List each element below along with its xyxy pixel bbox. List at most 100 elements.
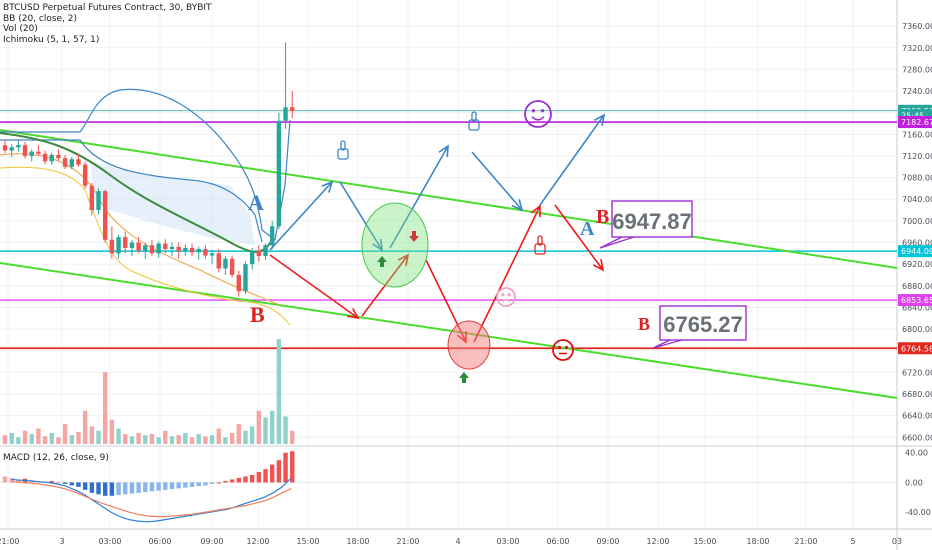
candle-body — [216, 253, 221, 269]
price-tick-label: 7240.00 — [902, 87, 932, 96]
ichimoku-baseline — [0, 132, 273, 253]
volume-bar — [270, 410, 275, 444]
candle-body — [143, 245, 148, 251]
happy-face-icon-eye-left — [531, 109, 536, 113]
macd-hist-bar — [76, 482, 81, 487]
volume-bar — [103, 372, 108, 444]
legend-symbol[interactable]: BTCUSD Perpetual Futures Contract, 30, B… — [3, 3, 212, 13]
candle-body — [62, 158, 68, 167]
red-arrow-4-head — [530, 204, 541, 218]
legend-ichimoku[interactable]: Ichimoku (5, 1, 57, 1) — [3, 34, 100, 45]
candle-body — [22, 145, 28, 156]
macd-signal-line — [11, 481, 292, 518]
time-tick-label: 09:00 — [596, 537, 619, 546]
candle-body — [183, 247, 188, 252]
candle-body — [223, 258, 228, 269]
candle-body — [196, 249, 201, 253]
price-badge-label: 6944.09 — [901, 247, 932, 256]
price-tick-label: 7280.00 — [902, 65, 932, 74]
volume-bar — [123, 434, 128, 444]
blue-arrow-5-head — [593, 113, 606, 126]
sad-face-icon-mouth — [501, 298, 511, 303]
macd-hist-bar — [116, 482, 121, 496]
callout-lower-tail — [652, 339, 683, 349]
macd-hist-bar — [290, 451, 295, 483]
pointing-hand-icon-2 — [468, 111, 480, 131]
candle-body — [203, 249, 208, 256]
sad-face-icon-eye-left — [501, 293, 505, 297]
bollinger-lower — [0, 139, 263, 243]
red-arrow-1-head — [347, 307, 360, 320]
candle-body — [36, 151, 41, 154]
callout-upper-text: 6947.87 — [612, 209, 692, 234]
volume-bar — [129, 436, 135, 444]
macd-hist-bar — [189, 482, 195, 487]
pointing-hand-icon-red — [534, 235, 546, 255]
macd-hist-bar — [229, 479, 235, 483]
macd-hist-bar — [9, 477, 14, 483]
label-a-blue-2: A — [580, 218, 595, 240]
red-arrow-6 — [554, 204, 604, 271]
macd-hist-bar — [136, 482, 141, 493]
volume-bar — [263, 417, 268, 444]
blue-arrow-4-head — [511, 199, 524, 212]
volume-bar — [36, 428, 41, 444]
pointing-hand-icon-finger — [340, 140, 346, 151]
macd-line — [11, 477, 292, 523]
macd-hist-bar — [196, 482, 201, 487]
price-badge-label: 7182.67 — [901, 118, 932, 127]
volume-bar — [236, 424, 241, 444]
macd-legend[interactable]: MACD (12, 26, close, 9) — [3, 453, 109, 463]
neutral-face-icon-eye-left — [557, 345, 562, 350]
macd-hist-bar — [82, 482, 88, 490]
volume-bar — [249, 426, 255, 444]
time-tick-label: 21:00 — [794, 537, 817, 546]
macd-hist-bar — [2, 476, 8, 483]
candle-body — [82, 164, 88, 186]
legend-bb[interactable]: BB (20, close, 2) — [3, 13, 78, 24]
candle-body — [109, 239, 115, 254]
bullish-zone-circle — [361, 202, 429, 288]
pointing-hand-icon — [337, 140, 349, 160]
price-tick-label: 6800.00 — [902, 325, 932, 334]
candle-body — [189, 247, 195, 253]
candle-body — [29, 151, 34, 156]
macd-hist-bar — [163, 482, 168, 490]
happy-face-icon-eye-right — [540, 109, 545, 113]
macd-hist-bar — [69, 482, 74, 486]
volume-bar — [169, 436, 175, 444]
price-tick-label: 7320.00 — [902, 44, 932, 53]
up-arrow-icon — [377, 256, 387, 267]
candle-body — [116, 237, 121, 254]
macd-hist-bar — [216, 482, 221, 484]
macd-hist-bar — [123, 482, 128, 495]
legend-vol[interactable]: Vol (20) — [3, 24, 38, 34]
candle-body — [283, 107, 288, 121]
time-tick-label: 03:00 — [98, 537, 121, 546]
candle-body — [9, 147, 14, 151]
volume-bar — [96, 430, 101, 444]
lagging-span — [0, 166, 291, 326]
price-tick-label: 6600.00 — [902, 433, 932, 442]
volume-bar — [143, 435, 148, 444]
leading-span — [0, 153, 281, 306]
price-tick-label: 6920.00 — [902, 260, 932, 269]
time-tick-label: 09:00 — [200, 537, 223, 546]
candle-body — [42, 153, 48, 162]
red-arrow-1 — [269, 254, 359, 319]
neutral-face-icon-outline — [552, 339, 574, 361]
volume-bar — [136, 432, 141, 444]
candle-body — [229, 258, 235, 275]
macd-tick-label: 0.00 — [905, 478, 923, 487]
volume-bar — [223, 437, 228, 444]
candle-body — [89, 185, 95, 211]
volume-bar — [156, 437, 161, 444]
time-tick-label: 06:00 — [148, 537, 171, 546]
price-badge — [898, 245, 932, 258]
label-b-red: B — [250, 302, 265, 327]
label-b-red-2: B — [596, 206, 609, 228]
volume-bar — [89, 426, 95, 444]
volume-bar — [9, 432, 14, 444]
